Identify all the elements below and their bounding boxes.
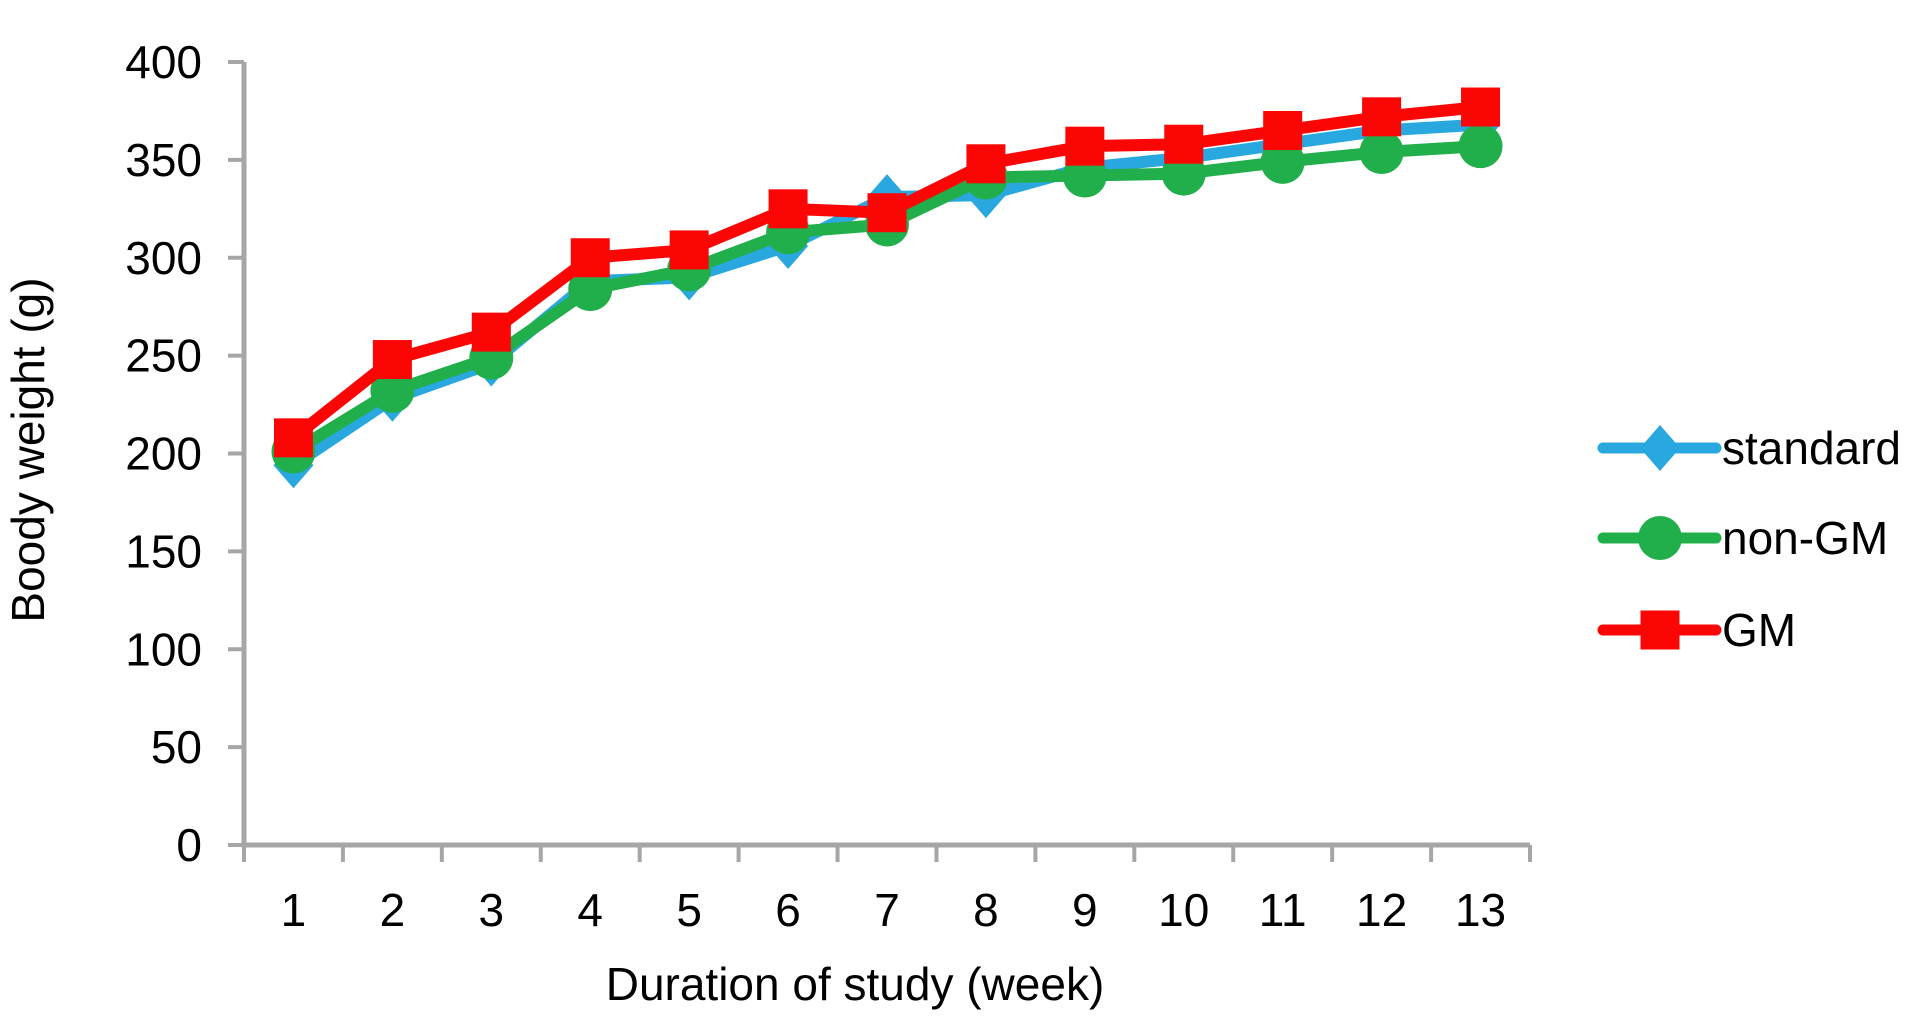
y-tick-label: 400 [125,36,202,88]
y-axis-title: Boody weight (g) [2,277,54,622]
data-point-GM [966,144,1006,184]
legend-label: standard [1722,422,1901,474]
data-point-GM [669,230,709,270]
y-tick-label: 50 [151,721,202,773]
plot-area [271,87,1503,489]
y-tick-label: 350 [125,134,202,186]
legend-marker-square-icon [1640,610,1680,650]
y-tick-label: 150 [125,525,202,577]
data-point-GM [1164,124,1204,164]
legend-marker-diamond-icon [1640,425,1680,471]
data-point-GM [1362,97,1402,137]
y-tick-label: 0 [176,819,202,871]
data-point-non-GM [370,368,415,413]
data-point-non-GM [1458,124,1503,169]
x-tick-label: 2 [380,884,406,936]
data-point-GM [867,193,907,233]
x-tick-label: 12 [1356,884,1407,936]
y-tick-label: 100 [125,623,202,675]
data-point-non-GM [1260,139,1305,184]
data-point-GM [1065,126,1105,166]
data-point-GM [1263,111,1303,151]
y-tick-label: 250 [125,330,202,382]
series-GM [273,87,1501,458]
x-tick-label: 4 [577,884,603,936]
x-tick-label: 10 [1158,884,1209,936]
legend-item-standard: standard [1597,422,1901,474]
x-tick-label: 7 [874,884,900,936]
legend: standard non-GM GM [1597,422,1901,656]
legend-label: non-GM [1722,512,1888,564]
x-tick-label: 13 [1455,884,1506,936]
x-axis-title: Duration of study (week) [606,958,1105,1010]
x-tick-label: 9 [1072,884,1098,936]
data-point-GM [372,340,412,380]
data-point-non-GM [1359,130,1404,175]
data-point-GM [1461,87,1501,127]
legend-item-GM: GM [1597,604,1796,656]
data-point-GM [570,238,610,278]
data-point-GM [471,312,511,352]
data-point-non-GM [568,267,613,312]
data-point-GM [273,418,313,458]
x-tick-label: 8 [973,884,999,936]
x-tick-label: 6 [775,884,801,936]
y-tick-label: 300 [125,232,202,284]
x-tick-label: 5 [676,884,702,936]
data-point-GM [768,189,808,229]
legend-item-non-GM: non-GM [1597,512,1888,564]
legend-marker-circle-icon [1638,516,1682,560]
y-tick-label: 200 [125,428,202,480]
legend-label: GM [1722,604,1796,656]
x-tick-label: 11 [1259,884,1307,936]
x-tick-label: 3 [479,884,505,936]
x-tick-label: 1 [281,884,307,936]
